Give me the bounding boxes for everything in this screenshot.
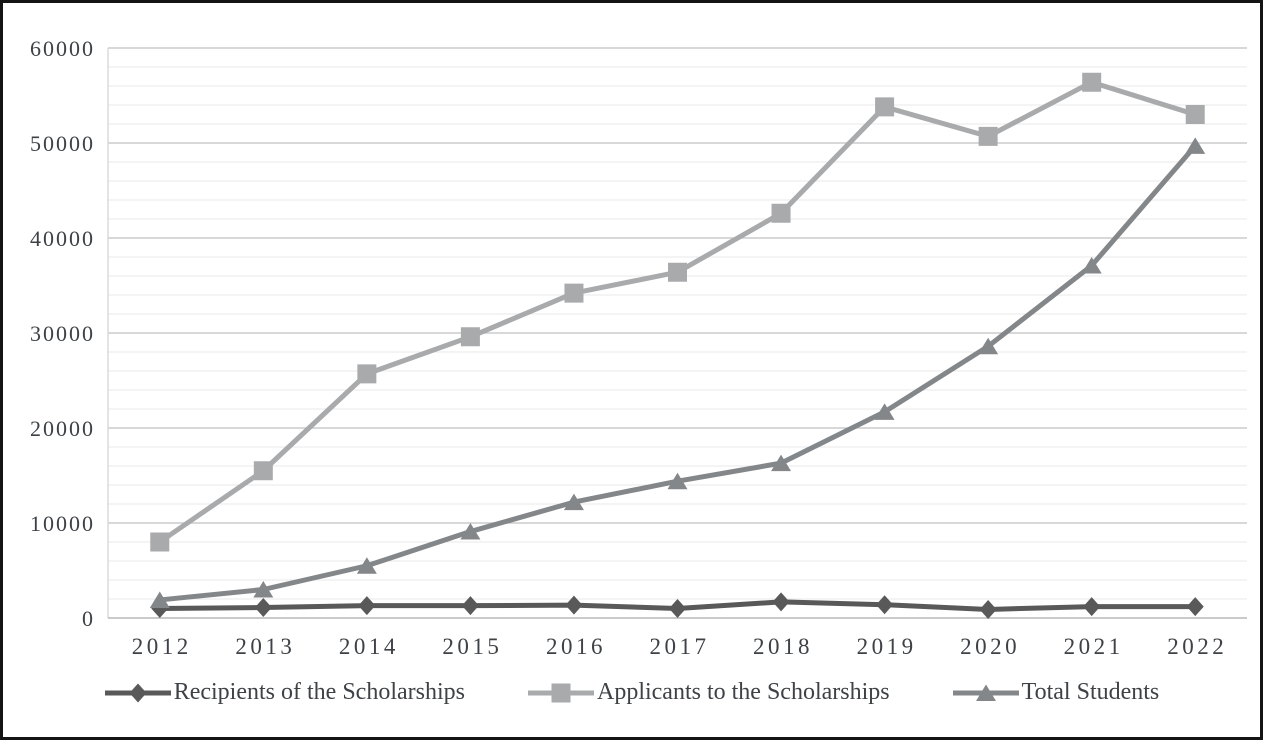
legend-marker-glyph: [975, 684, 996, 701]
marker-triangle-2016: [563, 493, 584, 511]
x-tick-label: 2020: [960, 634, 1020, 659]
x-tick-label: 2018: [753, 634, 813, 659]
x-tick-label: 2021: [1064, 634, 1124, 659]
x-tick-label: 2014: [339, 634, 399, 659]
x-tick-label: 2015: [442, 634, 502, 659]
legend-label: Recipients of the Scholarships: [173, 679, 465, 705]
x-tick-label: 2019: [857, 634, 917, 659]
marker-square-2015: [460, 327, 480, 347]
legend-item-diamond: Recipients of the Scholarships: [104, 679, 465, 706]
marker-square-2016: [564, 283, 584, 303]
marker-square-2017: [668, 262, 687, 282]
chart-legend: Recipients of the Scholarships Applicants…: [3, 679, 1260, 706]
x-tick-label: 2022: [1167, 634, 1227, 659]
x-tick-label: 2016: [546, 634, 606, 659]
marker-diamond-2013: [254, 598, 272, 618]
y-tick-label: 50000: [30, 131, 95, 156]
scholarships-line-chart: 0 10000 20000 30000 40000 50000 60000 2012 2013 2…: [30, 36, 1247, 659]
marker-triangle-2015: [460, 523, 481, 540]
legend-label: Applicants to the Scholarships: [596, 679, 890, 705]
square-legend-icon: [527, 683, 594, 702]
x-tick-label: 2017: [650, 634, 710, 659]
legend-item-square: Applicants to the Scholarships: [527, 679, 890, 706]
y-tick-label: 30000: [30, 321, 95, 346]
x-tick-label: 2013: [235, 634, 295, 659]
marker-diamond-2019: [876, 595, 894, 615]
marker-triangle-2020: [978, 337, 999, 355]
marker-triangle-2019: [874, 403, 895, 420]
marker-diamond-2021: [1083, 597, 1101, 617]
marker-diamond-2018: [772, 592, 790, 612]
marker-square-2012: [150, 532, 170, 552]
legend-item-triangle: Total Students: [952, 679, 1160, 706]
marker-diamond-2020: [979, 599, 997, 619]
marker-square-2013: [253, 461, 273, 481]
marker-square-2020: [978, 126, 998, 146]
y-tick-label: 10000: [30, 511, 95, 536]
triangle-legend-icon: [952, 684, 1019, 701]
marker-diamond-2017: [669, 599, 686, 618]
marker-diamond-2016: [565, 595, 583, 615]
legend-label: Total Students: [1021, 679, 1160, 705]
y-tick-label: 60000: [30, 36, 95, 61]
diamond-legend-icon: [104, 683, 171, 702]
marker-diamond-2022: [1186, 597, 1204, 617]
marker-triangle-2012: [149, 591, 170, 608]
marker-square-2014: [357, 364, 377, 384]
y-tick-label: 20000: [30, 416, 95, 441]
y-tick-label: 40000: [30, 226, 95, 251]
marker-triangle-2018: [771, 454, 792, 472]
marker-square-2021: [1082, 72, 1102, 92]
marker-square-2018: [771, 203, 791, 223]
legend-marker-glyph: [129, 683, 147, 702]
y-tick-label: 0: [82, 606, 95, 631]
marker-diamond-2015: [461, 596, 479, 616]
legend-marker-glyph: [551, 683, 571, 702]
marker-triangle-2013: [253, 581, 274, 598]
marker-triangle-2022: [1185, 137, 1206, 154]
marker-triangle-2021: [1081, 257, 1102, 274]
series-line-triangle: [157, 143, 1198, 603]
marker-triangle-2017: [667, 472, 688, 490]
x-tick-label: 2012: [132, 634, 192, 659]
marker-square-2019: [875, 97, 895, 117]
marker-square-2022: [1185, 105, 1205, 124]
marker-triangle-2014: [356, 557, 377, 574]
marker-diamond-2014: [358, 596, 376, 616]
